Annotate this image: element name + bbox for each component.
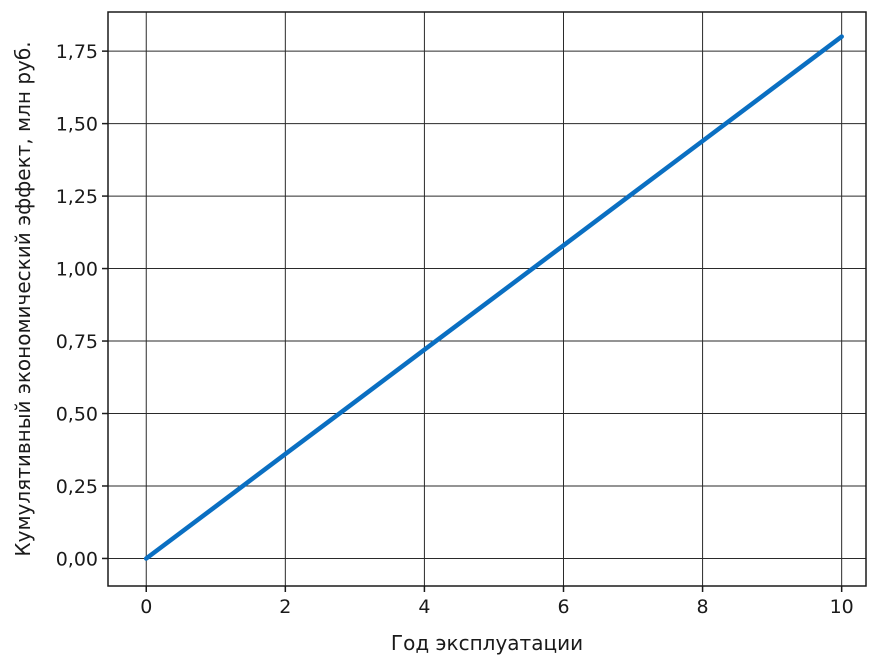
ticks: 0 2 4 6 8 10 0,00 0,25 0,50 0,75 1,00 1,25 1,50 1,75 [56,41,854,618]
y-tick-label: 1,25 [56,186,98,208]
y-tick-label: 1,75 [56,41,98,63]
y-axis-title: Кумулятивный экономический эффект, млн р… [11,41,35,556]
x-tick-label: 6 [557,596,569,618]
series-layer [143,34,844,561]
x-tick-label: 8 [697,596,709,618]
x-tick-label: 2 [279,596,291,618]
x-tick-label: 4 [418,596,430,618]
x-axis-title: Год эксплуатации [391,631,583,655]
y-tick-label: 1,50 [56,114,98,136]
x-tick-label: 10 [830,596,854,618]
y-tick-label: 0,75 [56,331,98,353]
y-tick-label: 0,00 [56,548,98,570]
y-tick-label: 0,25 [56,476,98,498]
x-tick-label: 0 [140,596,152,618]
grid-lines [108,12,866,586]
plot-frame [107,11,867,587]
y-tick-label: 1,00 [56,259,98,281]
y-tick-label: 0,50 [56,404,98,426]
series-line-0 [143,34,844,561]
